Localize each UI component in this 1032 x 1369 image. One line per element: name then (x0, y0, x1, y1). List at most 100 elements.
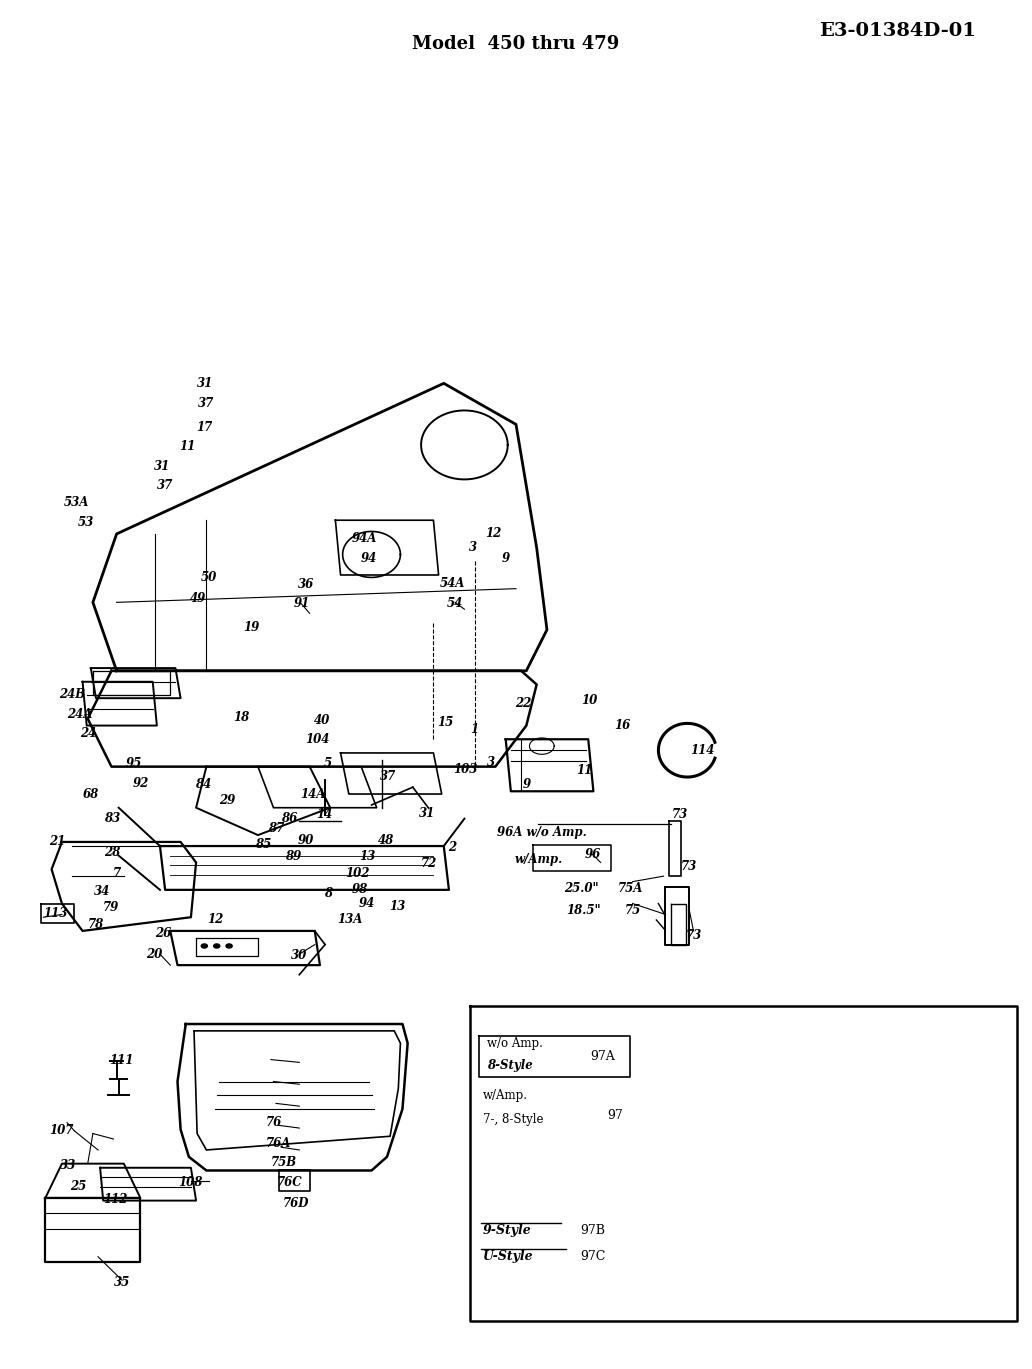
Text: 102: 102 (345, 867, 369, 880)
Polygon shape (170, 931, 320, 965)
Text: 10: 10 (581, 694, 598, 708)
Text: U-Style: U-Style (483, 1250, 534, 1264)
Text: 90: 90 (297, 834, 314, 847)
Text: 11: 11 (576, 764, 592, 778)
Text: 49: 49 (190, 591, 206, 605)
Text: Model  450 thru 479: Model 450 thru 479 (413, 34, 619, 53)
Text: w/Amp.: w/Amp. (515, 853, 562, 867)
Text: 9-Style: 9-Style (483, 1224, 531, 1238)
Text: 9: 9 (502, 552, 510, 565)
Text: 30: 30 (291, 949, 308, 962)
Polygon shape (506, 739, 593, 791)
Text: 18: 18 (233, 711, 250, 724)
Polygon shape (341, 753, 442, 794)
Text: 33: 33 (60, 1158, 76, 1172)
Text: 85: 85 (255, 838, 271, 852)
Polygon shape (88, 671, 537, 767)
Text: 11: 11 (180, 439, 196, 453)
Text: 20: 20 (146, 947, 162, 961)
Text: 95: 95 (126, 757, 142, 771)
Text: 104: 104 (305, 732, 330, 746)
Text: 29: 29 (219, 794, 235, 808)
Text: 87: 87 (268, 821, 285, 835)
Text: 31: 31 (419, 806, 436, 820)
Polygon shape (178, 1024, 408, 1170)
Text: 13: 13 (359, 850, 376, 864)
Text: 24: 24 (79, 727, 96, 741)
Text: w/o Amp.: w/o Amp. (487, 1036, 543, 1050)
Polygon shape (258, 767, 377, 808)
Polygon shape (226, 945, 232, 947)
Polygon shape (335, 520, 439, 575)
Text: 89: 89 (285, 850, 301, 864)
Text: 22: 22 (515, 697, 531, 711)
Text: 16: 16 (614, 719, 631, 732)
Text: 53: 53 (77, 516, 94, 530)
Polygon shape (93, 383, 547, 671)
Text: 14: 14 (316, 808, 332, 821)
Text: 12: 12 (207, 913, 224, 927)
Text: 26: 26 (155, 927, 171, 941)
Text: 1: 1 (471, 723, 479, 737)
Text: 86: 86 (281, 812, 297, 826)
Text: 78: 78 (88, 917, 104, 931)
Text: 97C: 97C (580, 1250, 606, 1264)
Text: 103: 103 (453, 763, 478, 776)
Polygon shape (196, 767, 330, 835)
Text: 35: 35 (114, 1276, 130, 1290)
Polygon shape (160, 846, 449, 890)
Text: 37: 37 (157, 479, 173, 493)
Text: 92: 92 (132, 776, 149, 790)
Polygon shape (52, 842, 196, 931)
Text: 7: 7 (112, 867, 121, 880)
Text: 34: 34 (94, 884, 110, 898)
Polygon shape (91, 668, 181, 698)
Text: 28: 28 (104, 846, 121, 860)
Text: 94: 94 (358, 897, 375, 910)
Text: 112: 112 (103, 1192, 128, 1206)
Text: 13: 13 (389, 899, 406, 913)
Text: 68: 68 (83, 787, 99, 801)
Polygon shape (41, 904, 74, 923)
Text: 31: 31 (197, 376, 214, 390)
Text: 72: 72 (421, 857, 438, 871)
Text: 13A: 13A (337, 913, 362, 927)
Text: 76A: 76A (266, 1136, 291, 1150)
Text: 50: 50 (200, 571, 217, 585)
Text: 94: 94 (360, 552, 377, 565)
Text: 3: 3 (469, 541, 477, 554)
Text: 96: 96 (584, 847, 601, 861)
Text: 17: 17 (196, 420, 213, 434)
Text: 79: 79 (102, 901, 119, 914)
Text: 54A: 54A (440, 576, 464, 590)
Text: 37: 37 (380, 769, 396, 783)
Text: 21: 21 (49, 835, 65, 849)
Text: 12: 12 (485, 527, 502, 541)
Text: 73: 73 (681, 860, 698, 873)
Text: 8: 8 (324, 887, 332, 901)
Text: 84: 84 (195, 778, 212, 791)
Text: 96A w/o Amp.: 96A w/o Amp. (497, 826, 586, 839)
Polygon shape (201, 945, 207, 947)
Text: 25.0": 25.0" (563, 882, 599, 895)
Text: 107: 107 (50, 1124, 74, 1138)
Text: 76: 76 (265, 1116, 282, 1129)
Text: 19: 19 (244, 620, 260, 634)
Text: 8-Style: 8-Style (487, 1058, 533, 1072)
Text: 114: 114 (690, 743, 715, 757)
Text: E3-01384D-01: E3-01384D-01 (819, 22, 976, 41)
Text: 7-, 8-Style: 7-, 8-Style (483, 1113, 544, 1127)
Text: 3: 3 (487, 756, 495, 769)
Text: 37: 37 (198, 397, 215, 411)
Text: 15: 15 (438, 716, 454, 730)
Polygon shape (214, 945, 220, 947)
Text: 94A: 94A (352, 531, 377, 545)
Text: 98: 98 (352, 883, 368, 897)
Text: 76D: 76D (283, 1197, 310, 1210)
Text: 113: 113 (43, 906, 68, 920)
Text: 73: 73 (685, 928, 702, 942)
Text: 25: 25 (70, 1180, 87, 1194)
Text: 76C: 76C (278, 1176, 302, 1190)
Text: 40: 40 (314, 713, 330, 727)
Text: 75A: 75A (618, 882, 643, 895)
